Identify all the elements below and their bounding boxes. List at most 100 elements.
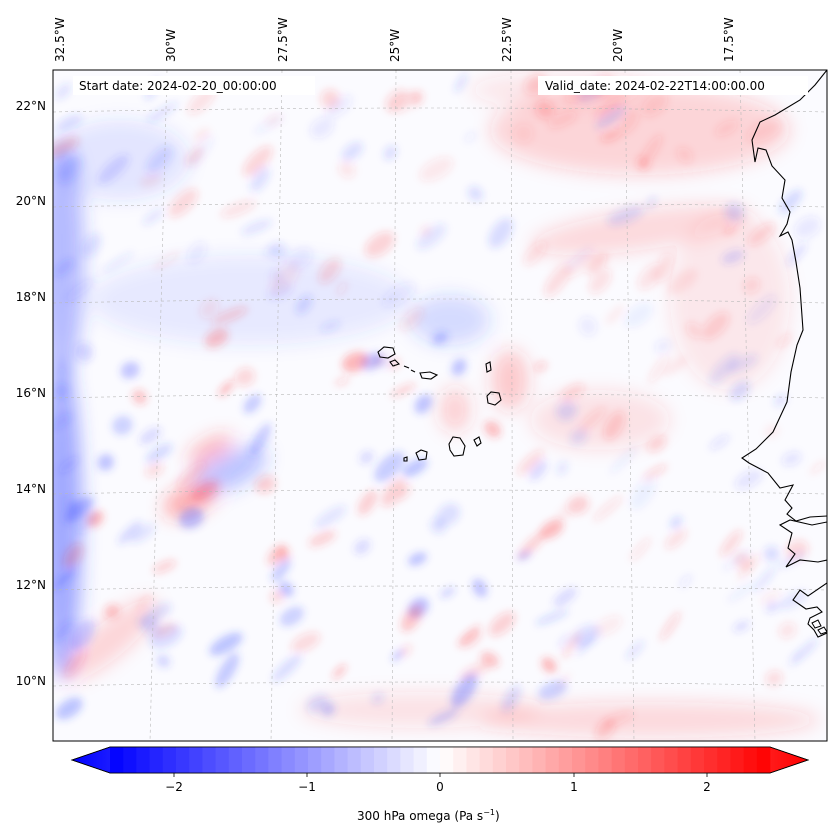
omega-contour bbox=[540, 519, 564, 539]
omega-contour bbox=[154, 622, 177, 638]
omega-contour bbox=[720, 529, 743, 557]
colorbar-level bbox=[308, 747, 322, 773]
omega-contour bbox=[472, 578, 488, 598]
omega-contour bbox=[204, 328, 229, 348]
omega-contour bbox=[82, 233, 102, 257]
omega-contour bbox=[137, 603, 172, 627]
omega-contour bbox=[250, 166, 270, 192]
omega-contour bbox=[187, 241, 207, 264]
omega-contour bbox=[389, 90, 425, 113]
omega-contour bbox=[725, 203, 744, 222]
colorbar-level bbox=[387, 747, 401, 773]
omega-contour bbox=[62, 599, 158, 681]
omega-contour bbox=[69, 619, 96, 651]
valid-date-label: Valid_date: 2024-02-22T14:00:00.00 bbox=[545, 79, 765, 93]
omega-contour bbox=[765, 601, 779, 613]
omega-contour bbox=[566, 246, 593, 270]
omega-contour bbox=[603, 411, 625, 440]
omega-contour bbox=[624, 302, 653, 328]
omega-contour bbox=[57, 155, 83, 183]
omega-contour bbox=[307, 694, 329, 713]
lat-label-14n: 14°N bbox=[15, 482, 46, 496]
omega-contour bbox=[416, 223, 447, 250]
colorbar-level bbox=[453, 747, 467, 773]
omega-contour bbox=[558, 634, 571, 648]
omega-contour bbox=[607, 206, 644, 226]
omega-contour bbox=[314, 505, 347, 529]
omega-contour bbox=[189, 135, 214, 169]
colorbar-level bbox=[176, 747, 190, 773]
omega-contour bbox=[218, 380, 234, 397]
omega-contour bbox=[383, 145, 397, 160]
omega-contour bbox=[341, 141, 364, 162]
colorbar-tick-minus2: −2 bbox=[165, 780, 183, 794]
omega-contour bbox=[262, 246, 279, 257]
omega-contour bbox=[65, 278, 95, 302]
omega-contour bbox=[530, 390, 670, 450]
colorbar-level bbox=[189, 747, 203, 773]
colorbar-level bbox=[611, 747, 626, 773]
omega-contour bbox=[709, 353, 739, 385]
omega-contour bbox=[430, 518, 446, 534]
omega-contour bbox=[220, 200, 257, 218]
omega-contour bbox=[440, 586, 456, 598]
omega-contour bbox=[787, 242, 807, 266]
omega-contour bbox=[609, 446, 638, 475]
colorbar-level bbox=[255, 747, 269, 773]
colorbar-tick-2: 2 bbox=[703, 780, 711, 794]
lon-label-25w: 25°W bbox=[388, 28, 402, 62]
colorbar-level bbox=[532, 747, 546, 773]
omega-contour bbox=[724, 225, 735, 235]
omega-contour bbox=[779, 189, 803, 214]
omega-contour bbox=[523, 240, 547, 266]
omega-contour bbox=[54, 259, 74, 276]
lat-label-12n: 12°N bbox=[15, 578, 46, 592]
omega-contour bbox=[402, 458, 428, 477]
omega-contour bbox=[65, 649, 87, 678]
colorbar-level bbox=[268, 747, 282, 773]
valid-date-box bbox=[538, 76, 808, 95]
colorbar-level bbox=[638, 747, 652, 773]
omega-contour bbox=[727, 581, 756, 603]
omega-contour bbox=[390, 383, 416, 397]
cape-verde-islands bbox=[377, 346, 502, 462]
omega-contour bbox=[605, 304, 625, 325]
omega-contour bbox=[556, 401, 578, 421]
omega-contour bbox=[792, 638, 819, 663]
omega-contour bbox=[773, 394, 788, 407]
omega-contour bbox=[59, 456, 79, 473]
lon-label-17-5w: 17.5°W bbox=[722, 17, 736, 62]
omega-contour bbox=[667, 269, 698, 295]
lon-label-30w: 30°W bbox=[164, 28, 178, 62]
colorbar-level bbox=[334, 747, 348, 773]
omega-contour bbox=[748, 222, 776, 246]
colorbar-level bbox=[294, 747, 309, 773]
omega-contour bbox=[535, 100, 555, 120]
omega-contour bbox=[480, 702, 820, 738]
omega-contour bbox=[55, 83, 72, 100]
omega-contour bbox=[132, 389, 147, 405]
colorbar-level bbox=[492, 747, 507, 773]
omega-contour bbox=[637, 262, 663, 291]
colorbar-level bbox=[598, 747, 612, 773]
omega-contour bbox=[408, 552, 427, 566]
omega-contour bbox=[215, 653, 240, 688]
omega-contour bbox=[187, 434, 233, 466]
omega-contour bbox=[589, 268, 612, 294]
omega-contour bbox=[595, 106, 626, 129]
omega-contour bbox=[603, 710, 634, 727]
omega-contour bbox=[354, 539, 371, 555]
colorbar-level bbox=[215, 747, 230, 773]
omega-contour bbox=[130, 523, 155, 543]
omega-contour bbox=[410, 295, 490, 345]
colorbar-level bbox=[651, 747, 665, 773]
omega-contour bbox=[676, 147, 693, 164]
omega-contour bbox=[139, 427, 162, 445]
omega-contour bbox=[538, 680, 568, 700]
omega-contour bbox=[647, 435, 667, 453]
omega-contour bbox=[643, 464, 668, 480]
omega-contour bbox=[665, 528, 687, 550]
omega-contour bbox=[517, 449, 544, 476]
colorbar-level bbox=[360, 747, 375, 773]
